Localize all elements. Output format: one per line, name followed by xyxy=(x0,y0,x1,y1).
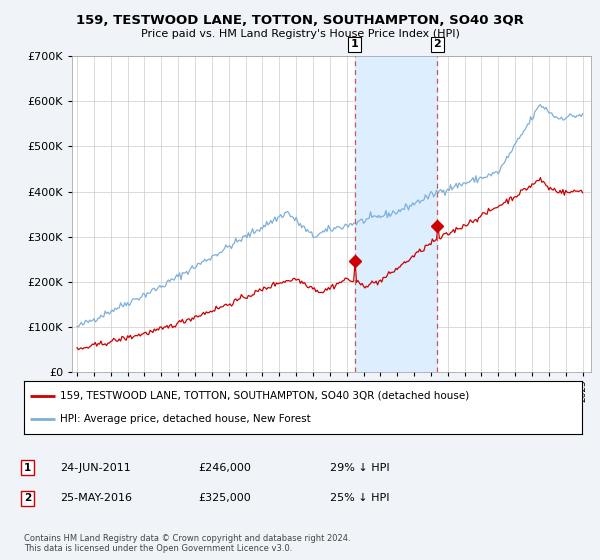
Text: Contains HM Land Registry data © Crown copyright and database right 2024.
This d: Contains HM Land Registry data © Crown c… xyxy=(24,534,350,553)
Text: 159, TESTWOOD LANE, TOTTON, SOUTHAMPTON, SO40 3QR: 159, TESTWOOD LANE, TOTTON, SOUTHAMPTON,… xyxy=(76,14,524,27)
Text: 25-MAY-2016: 25-MAY-2016 xyxy=(60,493,132,503)
Bar xyxy=(355,56,437,372)
Text: HPI: Average price, detached house, New Forest: HPI: Average price, detached house, New … xyxy=(60,414,311,424)
Text: 2: 2 xyxy=(433,39,441,49)
Text: Price paid vs. HM Land Registry's House Price Index (HPI): Price paid vs. HM Land Registry's House … xyxy=(140,29,460,39)
Text: 24-JUN-2011: 24-JUN-2011 xyxy=(60,463,131,473)
Text: 159, TESTWOOD LANE, TOTTON, SOUTHAMPTON, SO40 3QR (detached house): 159, TESTWOOD LANE, TOTTON, SOUTHAMPTON,… xyxy=(60,391,470,401)
Text: 1: 1 xyxy=(351,39,359,49)
Text: 1: 1 xyxy=(24,463,31,473)
Text: 25% ↓ HPI: 25% ↓ HPI xyxy=(330,493,389,503)
Text: 29% ↓ HPI: 29% ↓ HPI xyxy=(330,463,389,473)
Text: 2: 2 xyxy=(24,493,31,503)
Text: £246,000: £246,000 xyxy=(198,463,251,473)
Text: £325,000: £325,000 xyxy=(198,493,251,503)
